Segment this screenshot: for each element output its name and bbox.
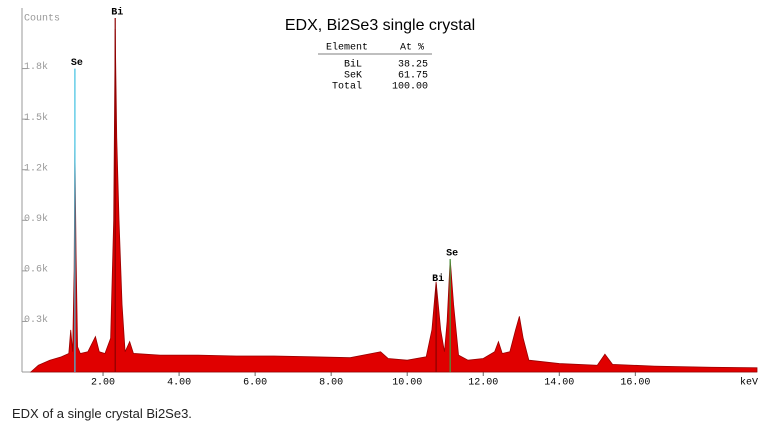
x-tick-label: 10.00 bbox=[392, 378, 422, 389]
table-cell: 61.75 bbox=[398, 71, 428, 82]
caption: EDX of a single crystal Bi2Se3. bbox=[12, 406, 192, 421]
table-cell: Total bbox=[332, 81, 362, 93]
chart-title: EDX, Bi2Se3 single crystal bbox=[285, 17, 475, 34]
table-cell: SeK bbox=[344, 71, 362, 82]
y-tick-label: 0.3k bbox=[24, 314, 48, 326]
y-axis-label: Counts bbox=[24, 14, 60, 25]
x-tick-label: 6.00 bbox=[243, 378, 267, 389]
y-tick-label: 1.8k bbox=[24, 61, 48, 73]
element-label: Bi bbox=[432, 273, 444, 285]
x-tick-label: 16.00 bbox=[620, 378, 650, 389]
y-tick-label: 0.9k bbox=[24, 213, 48, 225]
y-tick-label: 1.5k bbox=[24, 112, 48, 124]
spectrum bbox=[29, 28, 758, 373]
table-header: At % bbox=[400, 43, 424, 54]
x-tick-label: 4.00 bbox=[167, 378, 191, 389]
element-label: Se bbox=[71, 58, 83, 69]
x-tick-label: 12.00 bbox=[468, 378, 498, 389]
x-axis-label: keV bbox=[740, 377, 758, 389]
x-tick-label: 14.00 bbox=[544, 378, 574, 389]
chart: EDX, Bi2Se3 single crystal Counts keV El… bbox=[21, 7, 758, 389]
x-tick-label: 8.00 bbox=[319, 378, 343, 389]
table-header: Element bbox=[326, 42, 368, 54]
x-tick-label: 2.00 bbox=[91, 378, 115, 389]
table-cell: 100.00 bbox=[392, 82, 428, 93]
table-cell: 38.25 bbox=[398, 60, 428, 71]
element-label: Bi bbox=[111, 7, 123, 19]
y-tick-label: 1.2k bbox=[24, 162, 48, 174]
y-tick-label: 0.6k bbox=[24, 263, 48, 275]
element-label: Se bbox=[446, 249, 458, 260]
table-cell: BiL bbox=[344, 59, 362, 71]
